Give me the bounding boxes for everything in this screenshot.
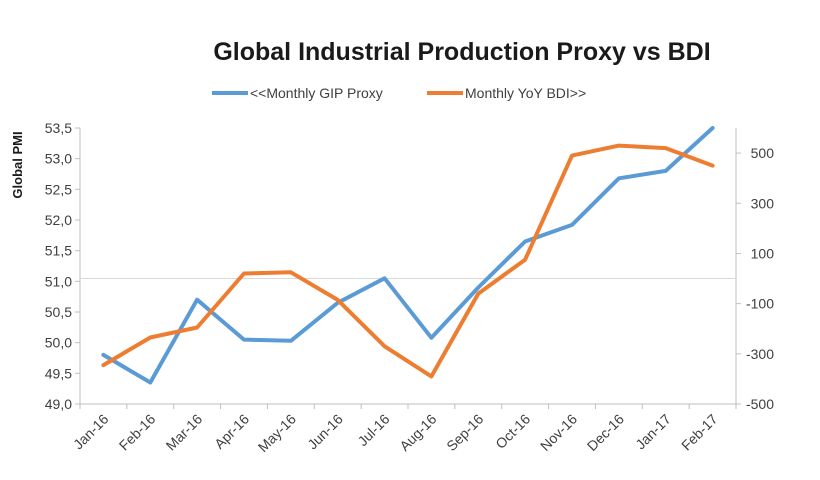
y-right-tick-label: 100 [751, 245, 775, 261]
bdi-yoy-line [103, 146, 712, 377]
y-left-tick-label: 51,0 [45, 273, 72, 289]
gip-proxy-line [103, 128, 712, 383]
x-tick-label: Jan-17 [632, 411, 674, 453]
y-left-tick-label: 51,5 [45, 243, 72, 259]
y-left-tick-label: 53,0 [45, 151, 72, 167]
y-left-tick-label: 50,0 [45, 335, 72, 351]
x-tick-label: Nov-16 [537, 411, 580, 454]
y-right-tick-label: -100 [746, 296, 774, 312]
y-left-tick-label: 49,5 [45, 365, 72, 381]
y-left-tick-label: 52,5 [45, 181, 72, 197]
x-tick-label: Oct-16 [492, 411, 533, 452]
y-right-tick-label: 300 [751, 195, 775, 211]
y-left-tick-label: 49,0 [45, 396, 72, 412]
x-tick-label: Jan-16 [70, 411, 112, 453]
x-tick-label: May-16 [255, 411, 299, 455]
x-tick-label: Sep-16 [443, 411, 486, 454]
y-axis-left-label: Global PMI [10, 131, 25, 198]
x-tick-label: Jul-16 [354, 411, 392, 449]
chart-title: Global Industrial Production Proxy vs BD… [213, 38, 710, 66]
x-tick-label: Aug-16 [396, 411, 439, 454]
series-lines [103, 128, 712, 383]
x-tick-label: Jun-16 [304, 411, 346, 453]
legend-label-gip: <<Monthly GIP Proxy [250, 85, 383, 101]
y-left-tick-label: 53,5 [45, 120, 72, 136]
y-left-tick-label: 50,5 [45, 304, 72, 320]
x-tick-label: Feb-16 [116, 411, 159, 454]
y-right-tick-label: -500 [746, 396, 774, 412]
x-tick-label: Mar-16 [163, 411, 206, 454]
x-tick-label: Apr-16 [211, 411, 252, 452]
legend: <<Monthly GIP Proxy Monthly YoY BDI>> [212, 85, 586, 101]
legend-label-bdi: Monthly YoY BDI>> [465, 85, 586, 101]
x-tick-label: Feb-17 [678, 411, 721, 454]
y-left-tick-label: 52,0 [45, 212, 72, 228]
y-right-tick-label: 500 [751, 145, 775, 161]
y-right-tick-label: -300 [746, 346, 774, 362]
x-tick-label: Dec-16 [584, 411, 627, 454]
